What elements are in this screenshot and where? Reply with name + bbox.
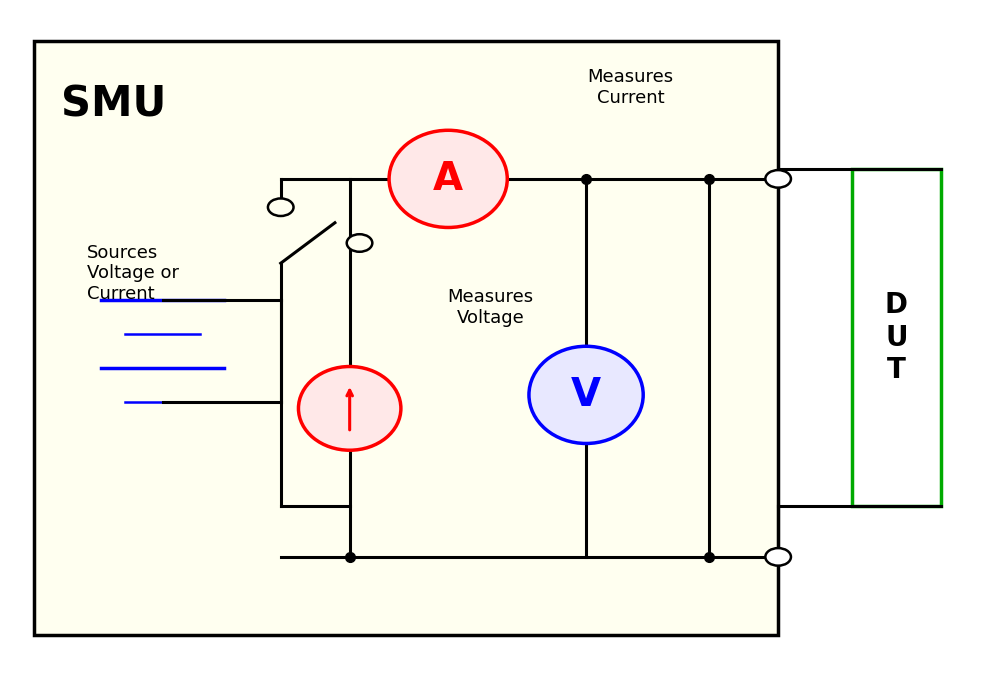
- Text: D
U
T: D U T: [885, 291, 908, 384]
- Circle shape: [765, 548, 791, 566]
- Text: A: A: [433, 160, 463, 198]
- Text: Measures
Voltage: Measures Voltage: [447, 288, 534, 327]
- Bar: [852, 169, 941, 506]
- Ellipse shape: [298, 367, 401, 450]
- Text: Sources
Voltage or
Current: Sources Voltage or Current: [87, 244, 178, 303]
- Ellipse shape: [389, 130, 507, 227]
- Text: Measures
Current: Measures Current: [587, 68, 674, 107]
- Bar: [34, 40, 778, 634]
- Text: V: V: [571, 376, 601, 414]
- Circle shape: [347, 234, 372, 252]
- Circle shape: [268, 198, 294, 216]
- Text: SMU: SMU: [61, 84, 165, 126]
- Ellipse shape: [529, 346, 643, 443]
- Circle shape: [765, 170, 791, 188]
